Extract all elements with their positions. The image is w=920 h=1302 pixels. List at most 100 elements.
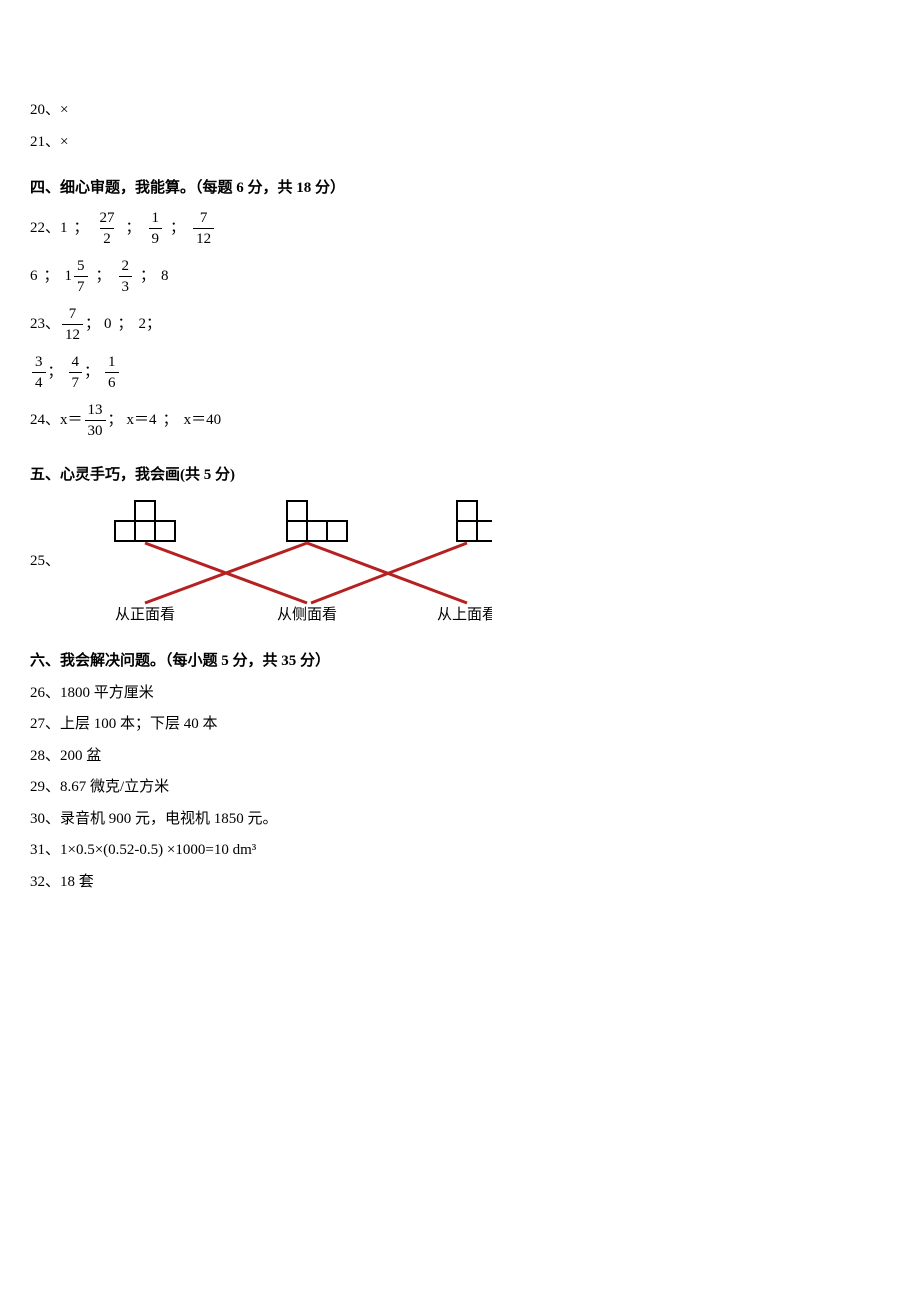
q21-num: 21 [30,134,45,150]
q30-line: 30、录音机 900 元，电视机 1850 元。 [30,808,890,831]
section4-heading: 四、细心审题，我能算。（每题 6 分，共 18 分） [30,177,890,200]
q32-num: 32 [30,874,45,890]
q25-num: 25 [30,550,45,573]
q23-line2: 34； 47； 16 [30,354,890,392]
q22b-mixed-int: 1 [65,265,73,288]
num: 2 [119,258,133,277]
den: 12 [62,324,83,344]
sep: ； [146,313,161,336]
q27-num: 27 [30,716,45,732]
q21-line: 21、× [30,131,890,154]
q23b-f3: 16 [105,354,119,392]
num: 1 [105,354,119,373]
q23-num: 23 [30,313,45,336]
q22-sym: 、 [45,217,60,240]
q20-num: 20 [30,102,45,118]
q29-line: 29、8.67 微克/立方米 [30,776,890,799]
q22-p1: 1 [60,217,68,240]
num: 4 [69,354,83,373]
label-side: 从侧面看 [277,606,337,623]
q30-ans: 录音机 900 元，电视机 1850 元。 [60,811,278,827]
den: 2 [100,228,114,248]
q28-sym: 、 [45,748,60,764]
q26-num: 26 [30,685,45,701]
q32-line: 32、18 套 [30,871,890,894]
q20-ans: × [60,102,68,118]
q32-sym: 、 [45,874,60,890]
q31-line: 31、1×0.5×(0.52-0.5) ×1000=10 dm³ [30,839,890,862]
q21-sym: 、 [45,134,60,150]
sep: ； [170,217,185,240]
q25-sym: 、 [45,550,60,573]
q22b-p1: 6 [30,265,38,288]
sep: ； [126,217,141,240]
views-diagram: 从正面看 从侧面看 从上面看 [62,496,492,626]
sep: ； [84,361,99,384]
q28-num: 28 [30,748,45,764]
q22b-f1: 57 [74,258,88,296]
den: 7 [69,372,83,392]
q23-p2: 2 [139,313,147,336]
q27-line: 27、上层 100 本；下层 40 本 [30,713,890,736]
q23-line1: 23、 712； 0； 2； [30,306,890,344]
q23-f1: 712 [62,306,83,344]
den: 30 [85,420,106,440]
q24-p2: x＝40 [184,409,222,432]
sep: ； [118,313,133,336]
q29-sym: 、 [45,779,60,795]
num: 3 [32,354,46,373]
den: 7 [74,276,88,296]
q31-ans: 1×0.5×(0.52-0.5) ×1000=10 dm³ [60,842,256,858]
q29-num: 29 [30,779,45,795]
den: 6 [105,372,119,392]
q22-line1: 22、 1； 272 ； 19 ； 712 [30,210,890,248]
q27-sym: 、 [45,716,60,732]
q20-sym: 、 [45,102,60,118]
q26-line: 26、1800 平方厘米 [30,682,890,705]
section5-heading: 五、心灵手巧，我会画(共 5 分) [30,464,890,487]
q29-ans: 8.67 微克/立方米 [60,779,169,795]
q28-line: 28、200 盆 [30,745,890,768]
q21-ans: × [60,134,68,150]
num: 27 [97,210,118,229]
q32-ans: 18 套 [60,874,94,890]
label-front: 从正面看 [115,606,175,623]
sep: ； [163,409,178,432]
den: 4 [32,372,46,392]
q20-line: 20、× [30,99,890,122]
q28-ans: 200 盆 [60,748,101,764]
q24-f1: 1330 [85,402,106,440]
q22-f3: 712 [193,210,214,248]
q22-f1: 272 [97,210,118,248]
sep: ； [44,265,59,288]
den: 9 [149,228,163,248]
q24-sym: 、 [45,409,60,432]
q31-sym: 、 [45,842,60,858]
q22-num: 22 [30,217,45,240]
q22-line2: 6 ； 157 ； 23 ； 8 [30,258,890,296]
sep: ； [85,313,100,336]
page-content: 20、× 21、× 四、细心审题，我能算。（每题 6 分，共 18 分） 22、… [0,0,920,932]
q26-sym: 、 [45,685,60,701]
q22-f2: 19 [149,210,163,248]
den: 3 [119,276,133,296]
sep: ； [140,265,155,288]
q31-num: 31 [30,842,45,858]
q23b-f2: 47 [69,354,83,392]
num: 5 [74,258,88,277]
q26-ans: 1800 平方厘米 [60,685,154,701]
num: 13 [85,402,106,421]
sep: ； [48,361,63,384]
num: 1 [149,210,163,229]
num: 7 [197,210,211,229]
sep: ； [96,265,111,288]
q24-line: 24、 x＝1330； x＝4； x＝40 [30,402,890,440]
q24-p1: x＝4 [127,409,157,432]
q24-num: 24 [30,409,45,432]
q24-xlabel: x＝ [60,409,83,432]
label-top: 从上面看 [437,606,492,623]
q23-sym: 、 [45,313,60,336]
q30-num: 30 [30,811,45,827]
q22b-p2: 8 [161,265,169,288]
den: 12 [193,228,214,248]
